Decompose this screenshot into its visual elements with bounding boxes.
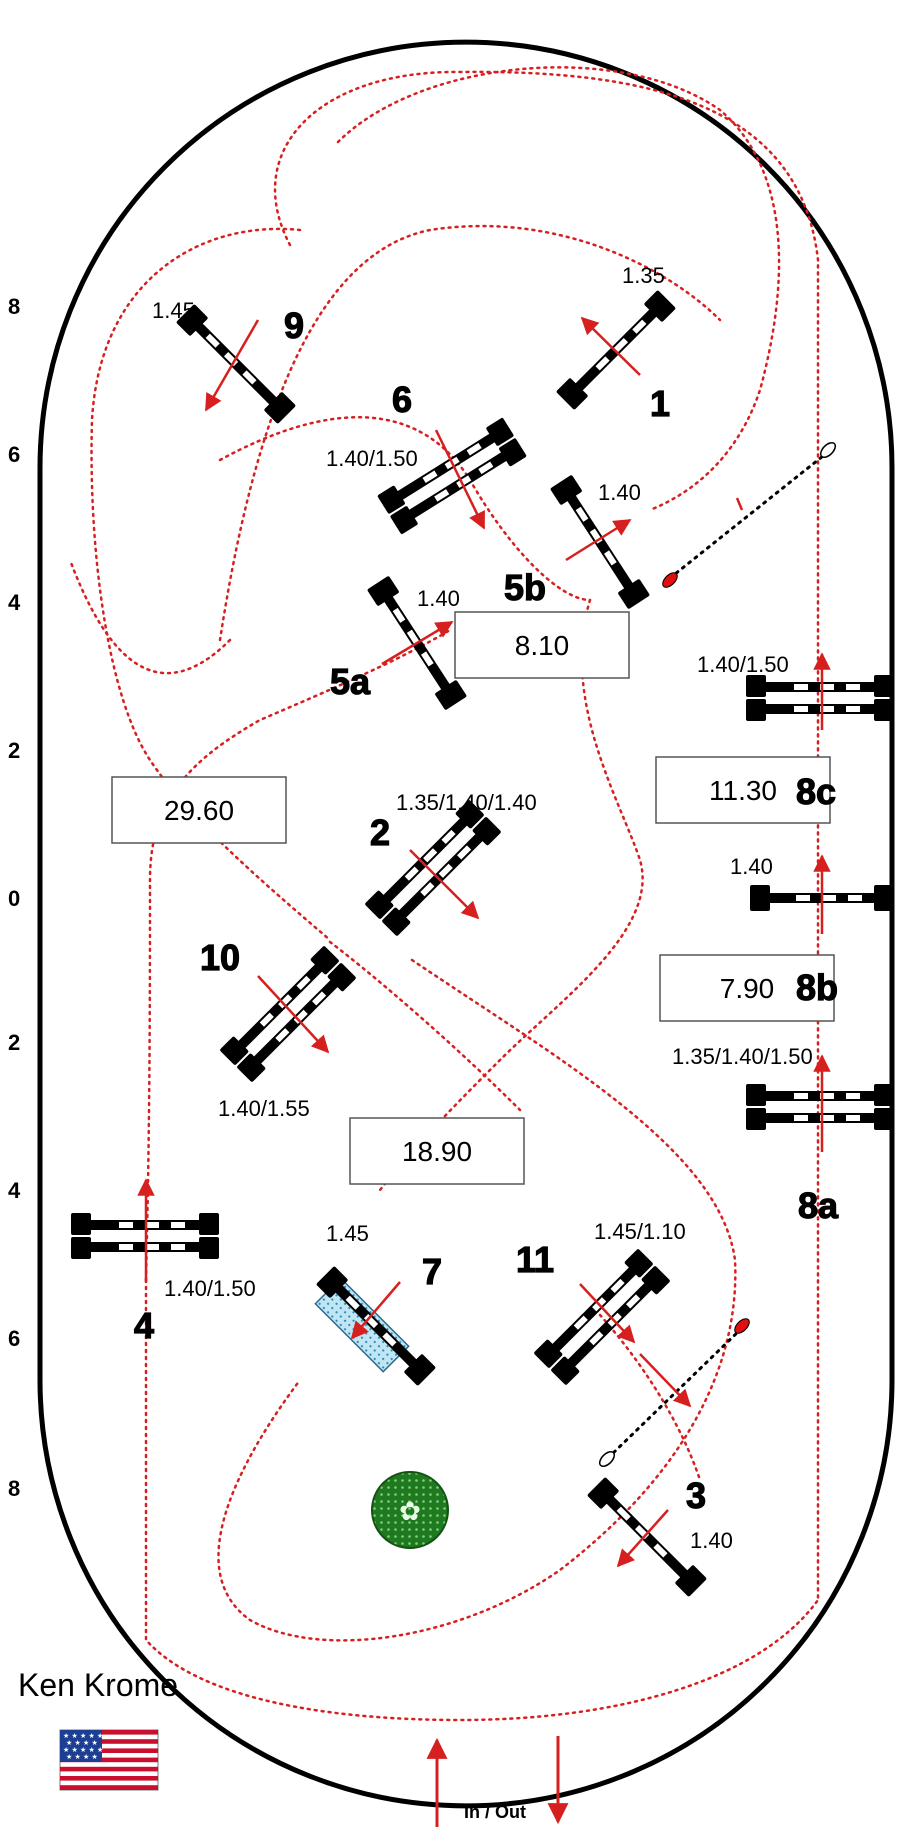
entrance-label: In / Out [464, 1802, 526, 1822]
axis-tick: 2 [8, 1030, 20, 1055]
fence-9-number: 9 [284, 305, 304, 346]
fence-3-height: 1.40 [690, 1528, 733, 1553]
axis-tick: 8 [8, 1476, 20, 1501]
axis-tick: 0 [8, 886, 20, 911]
entrance [426, 1736, 569, 1827]
axis-tick: 6 [8, 1326, 20, 1351]
fence-5a-height: 1.40 [417, 586, 460, 611]
fence-7-number: 7 [422, 1251, 442, 1292]
fence-11-height: 1.45/1.10 [594, 1219, 686, 1244]
direction-arrows [137, 316, 831, 1568]
distance-box-1: 8.10 [454, 611, 630, 679]
axis-tick: 4 [8, 1178, 21, 1203]
fence-1-number: 1 [650, 383, 670, 424]
distance-box-2: 29.60 [111, 776, 287, 844]
fence-5a-number: 5a [330, 661, 371, 702]
distance-value: 7.90 [720, 973, 775, 1004]
svg-text:★ ★ ★ ★: ★ ★ ★ ★ [66, 1753, 98, 1761]
svg-text:★ ★ ★ ★ ★: ★ ★ ★ ★ ★ [63, 1732, 103, 1740]
axis-tick: 2 [8, 738, 20, 763]
fence-2-number: 2 [370, 812, 390, 853]
fence-7 [315, 1265, 437, 1387]
fence-10-height: 1.40/1.55 [218, 1096, 310, 1121]
fence-8c-number: 8c [796, 771, 836, 812]
start-line [662, 441, 837, 588]
fence-4-height: 1.40/1.50 [164, 1276, 256, 1301]
fence-11-number: 11 [516, 1239, 554, 1280]
svg-text:★ ★ ★ ★ ★: ★ ★ ★ ★ ★ [63, 1746, 103, 1754]
distance-box-4: 7.90 [659, 954, 835, 1022]
fence-8a [746, 1084, 894, 1130]
fence-4-number: 4 [134, 1305, 154, 1346]
distance-box-3: 11.30 [655, 756, 831, 824]
fence-8a-number: 8a [798, 1185, 839, 1226]
distance-value: 18.90 [402, 1136, 472, 1167]
fence-10-number: 10 [200, 937, 240, 978]
axis-tick: 8 [8, 294, 20, 319]
fence-7-height: 1.45 [326, 1221, 369, 1246]
usa-flag-icon: ★ ★ ★ ★ ★ ★ ★ ★ ★ ★ ★ ★ ★ ★ ★ ★ ★ ★ [59, 1729, 159, 1791]
fence-5b-number: 5b [504, 567, 546, 608]
distance-value: 8.10 [515, 630, 570, 661]
designer-name: Ken Krome [18, 1667, 178, 1703]
arena-border [37, 39, 895, 1809]
axis-tick: 6 [8, 442, 20, 467]
fence-6-height: 1.40/1.50 [326, 446, 418, 471]
fence-1-height: 1.35 [622, 263, 665, 288]
axis-ticks: 8 6 4 2 0 2 4 6 8 [8, 294, 21, 1501]
fence-6-number: 6 [392, 379, 412, 420]
shrub-icon: ✿ [371, 1471, 449, 1549]
distance-box-5: 18.90 [349, 1117, 525, 1185]
fence-8c [746, 675, 894, 721]
fence-8b-height: 1.40 [730, 854, 773, 879]
fence-3-number: 3 [686, 1475, 706, 1516]
course-track [68, 66, 820, 1722]
fence-2-height: 1.35/1.40/1.40 [396, 790, 537, 815]
fence-8c-height: 1.40/1.50 [697, 652, 789, 677]
finish-line [598, 1318, 750, 1468]
distance-value: 11.30 [709, 775, 777, 806]
svg-text:★ ★ ★ ★: ★ ★ ★ ★ [66, 1739, 98, 1747]
fence-6 [377, 417, 527, 535]
fence-9-height: 1.45 [152, 298, 195, 323]
axis-tick: 4 [8, 590, 21, 615]
fence-8a-height: 1.35/1.40/1.50 [672, 1044, 813, 1069]
fence-5b-height: 1.40 [598, 480, 641, 505]
svg-text:✿: ✿ [399, 1497, 421, 1527]
fence-8b-number: 8b [796, 967, 838, 1008]
distance-value: 29.60 [164, 795, 234, 826]
